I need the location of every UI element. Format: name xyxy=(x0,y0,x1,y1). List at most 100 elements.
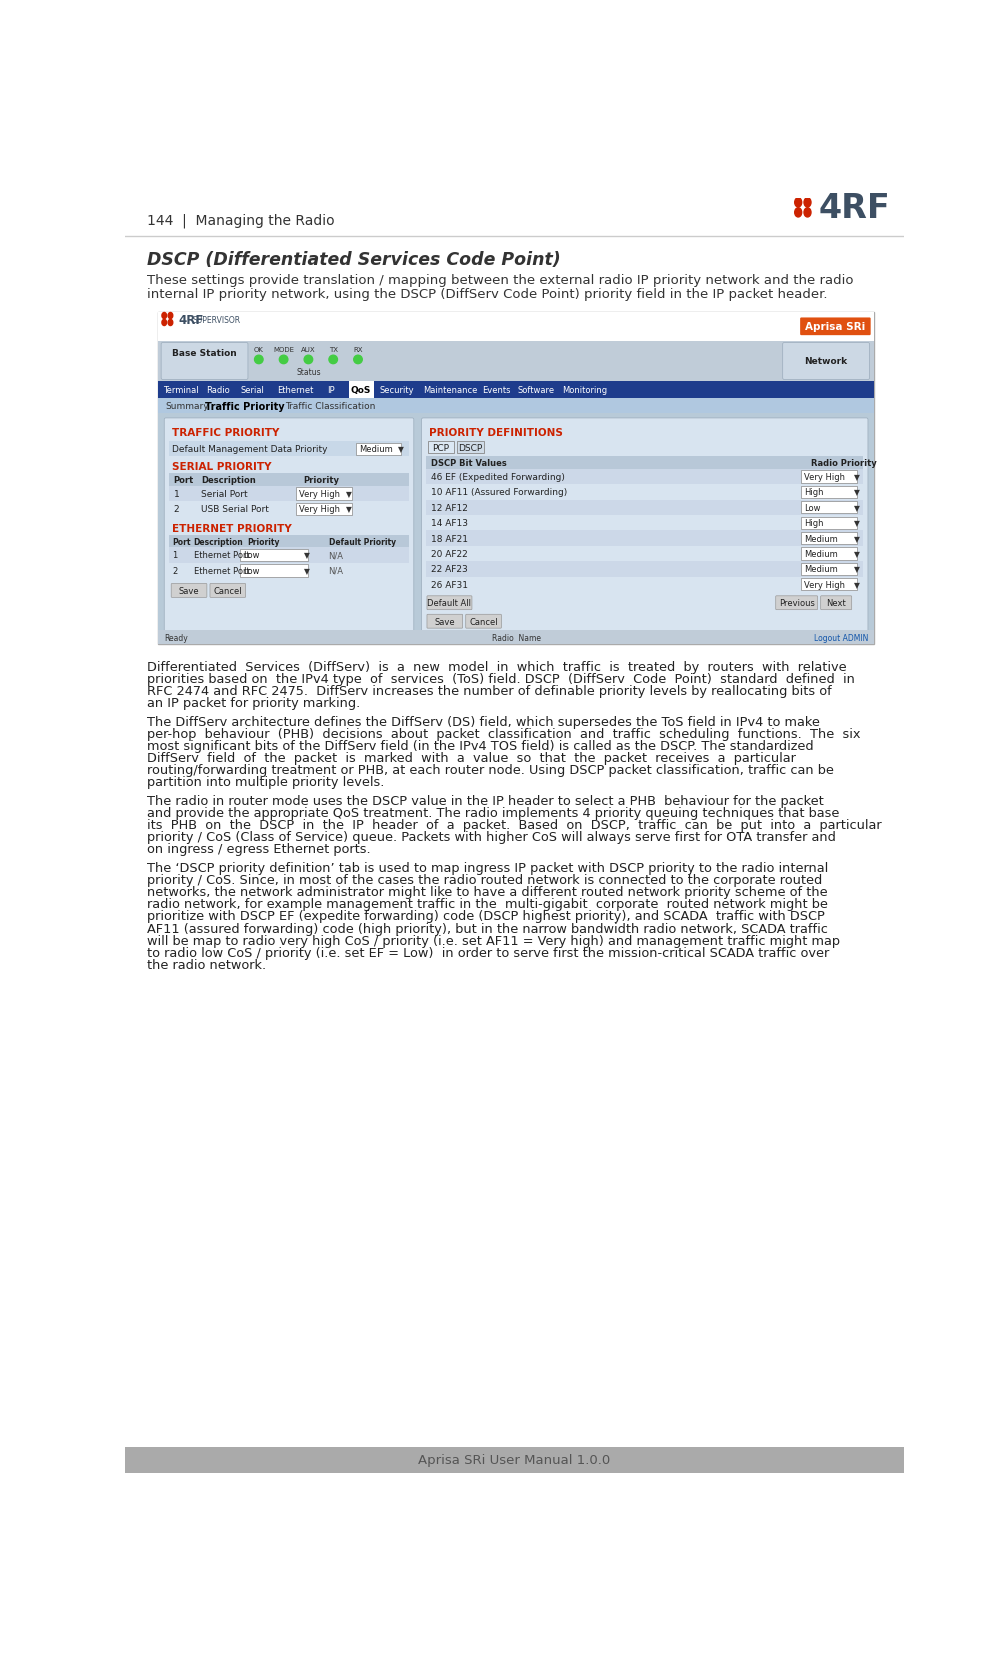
Text: Default Priority: Default Priority xyxy=(328,538,395,546)
Bar xyxy=(426,500,863,516)
Text: 10 AF11 (Assured Forwarding): 10 AF11 (Assured Forwarding) xyxy=(430,488,567,496)
Text: Medium: Medium xyxy=(803,535,838,543)
Text: Serial Port: Serial Port xyxy=(202,490,248,498)
Text: Software: Software xyxy=(518,386,555,394)
Text: Previous: Previous xyxy=(778,599,813,607)
Text: The DiffServ architecture defines the DiffServ (DS) field, which supersedes the : The DiffServ architecture defines the Di… xyxy=(147,715,819,728)
Circle shape xyxy=(255,356,263,364)
Text: The ‘DSCP priority definition’ tab is used to map ingress IP packet with DSCP pr: The ‘DSCP priority definition’ tab is us… xyxy=(147,861,827,874)
FancyBboxPatch shape xyxy=(465,616,500,629)
Text: RFC 2474 and RFC 2475.  DiffServ increases the number of definable priority leve: RFC 2474 and RFC 2475. DiffServ increase… xyxy=(147,685,831,698)
Text: Medium: Medium xyxy=(359,445,393,453)
Text: Default All: Default All xyxy=(427,599,471,607)
Text: Ethernet Port: Ethernet Port xyxy=(194,551,249,559)
Text: internal IP priority network, using the DSCP (DiffServ Code Point) priority fiel: internal IP priority network, using the … xyxy=(147,288,826,301)
Text: Priority: Priority xyxy=(304,475,339,485)
Text: 46 EF (Expedited Forwarding): 46 EF (Expedited Forwarding) xyxy=(430,473,564,482)
Circle shape xyxy=(329,356,337,364)
Text: Cancel: Cancel xyxy=(214,586,242,596)
Text: 14 AF13: 14 AF13 xyxy=(430,520,467,528)
Ellipse shape xyxy=(161,313,166,319)
Bar xyxy=(157,313,874,645)
Text: DSCP (Differentiated Services Code Point): DSCP (Differentiated Services Code Point… xyxy=(147,252,561,268)
Text: 2: 2 xyxy=(172,566,178,576)
Text: These settings provide translation / mapping between the external radio IP prior: These settings provide translation / map… xyxy=(147,275,853,286)
Text: Port: Port xyxy=(174,475,194,485)
Text: PCP: PCP xyxy=(432,444,449,452)
Bar xyxy=(157,631,874,645)
Text: ▼: ▼ xyxy=(304,551,309,559)
Bar xyxy=(348,382,373,399)
Text: RX: RX xyxy=(353,346,362,353)
Ellipse shape xyxy=(161,319,166,326)
Bar xyxy=(426,470,863,485)
Text: MODE: MODE xyxy=(273,346,294,353)
Text: priority / CoS (Class of Service) queue. Packets with higher CoS will always ser: priority / CoS (Class of Service) queue.… xyxy=(147,831,835,844)
Text: Ethernet Port: Ethernet Port xyxy=(194,566,249,576)
Text: USB Serial Port: USB Serial Port xyxy=(202,505,269,515)
Text: TRAFFIC PRIORITY: TRAFFIC PRIORITY xyxy=(172,429,279,439)
Text: per-hop  behaviour  (PHB)  decisions  about  packet  classification  and  traffi: per-hop behaviour (PHB) decisions about … xyxy=(147,727,860,740)
Text: OK: OK xyxy=(254,346,264,353)
FancyBboxPatch shape xyxy=(210,584,246,597)
Bar xyxy=(426,516,863,531)
Text: ▼: ▼ xyxy=(854,520,859,528)
Text: Security: Security xyxy=(379,386,414,394)
Bar xyxy=(169,536,409,548)
Text: 18 AF21: 18 AF21 xyxy=(430,535,467,543)
Text: ▼: ▼ xyxy=(345,505,351,515)
Text: ▼: ▼ xyxy=(304,566,309,576)
FancyBboxPatch shape xyxy=(800,579,857,591)
Text: Events: Events xyxy=(481,386,510,394)
Text: ▼: ▼ xyxy=(854,473,859,482)
Text: Aprisa SRi User Manual 1.0.0: Aprisa SRi User Manual 1.0.0 xyxy=(418,1453,610,1466)
Text: Low: Low xyxy=(243,566,260,576)
Text: ▼: ▼ xyxy=(398,445,404,453)
Text: most significant bits of the DiffServ field (in the IPv4 TOS field) is called as: most significant bits of the DiffServ fi… xyxy=(147,740,813,753)
Text: Aprisa SRi: Aprisa SRi xyxy=(804,323,865,333)
Bar xyxy=(426,531,863,546)
Text: Very High: Very High xyxy=(803,473,845,482)
Text: Logout ADMIN: Logout ADMIN xyxy=(812,634,867,642)
FancyBboxPatch shape xyxy=(427,442,453,453)
Text: partition into multiple priority levels.: partition into multiple priority levels. xyxy=(147,776,384,789)
Ellipse shape xyxy=(803,209,810,218)
Bar xyxy=(169,501,409,516)
Text: Port: Port xyxy=(172,538,191,546)
Text: Very High: Very High xyxy=(803,581,845,589)
Bar xyxy=(169,563,409,579)
Text: Very High: Very High xyxy=(299,505,340,515)
Bar xyxy=(125,1446,903,1473)
Text: QoS: QoS xyxy=(351,386,371,394)
Text: AF11 (assured forwarding) code (high priority), but in the narrow bandwidth radi: AF11 (assured forwarding) code (high pri… xyxy=(147,922,827,935)
Text: AUX: AUX xyxy=(301,346,315,353)
Text: Next: Next xyxy=(825,599,846,607)
Text: 4RF: 4RF xyxy=(817,192,890,225)
Text: ▼: ▼ xyxy=(345,490,351,498)
Text: Base Station: Base Station xyxy=(172,349,237,357)
Bar xyxy=(157,341,874,382)
FancyBboxPatch shape xyxy=(240,564,308,578)
Text: ▼: ▼ xyxy=(854,503,859,513)
Text: Traffic Classification: Traffic Classification xyxy=(285,402,375,410)
Ellipse shape xyxy=(168,319,173,326)
Text: Medium: Medium xyxy=(803,564,838,574)
Text: its  PHB  on  the  DSCP  in  the  IP  header  of  a  packet.  Based  on  DSCP,  : its PHB on the DSCP in the IP header of … xyxy=(147,819,881,831)
FancyBboxPatch shape xyxy=(164,419,413,640)
FancyBboxPatch shape xyxy=(426,596,471,611)
Bar xyxy=(426,485,863,500)
FancyBboxPatch shape xyxy=(819,596,851,611)
Bar xyxy=(157,313,874,341)
Text: ETHERNET PRIORITY: ETHERNET PRIORITY xyxy=(172,523,292,533)
Text: The radio in router mode uses the DSCP value in the IP header to select a PHB  b: The radio in router mode uses the DSCP v… xyxy=(147,794,823,808)
Text: Maintenance: Maintenance xyxy=(422,386,477,394)
FancyBboxPatch shape xyxy=(800,533,857,544)
Circle shape xyxy=(353,356,362,364)
Text: SUPERVISOR: SUPERVISOR xyxy=(192,316,240,324)
Bar xyxy=(426,561,863,578)
Text: priorities based on  the IPv4 type  of  services  (ToS) field. DSCP  (DiffServ  : priorities based on the IPv4 type of ser… xyxy=(147,672,855,685)
FancyBboxPatch shape xyxy=(800,472,857,483)
Ellipse shape xyxy=(794,199,800,209)
Text: Cancel: Cancel xyxy=(468,617,497,626)
Text: Medium: Medium xyxy=(803,549,838,559)
